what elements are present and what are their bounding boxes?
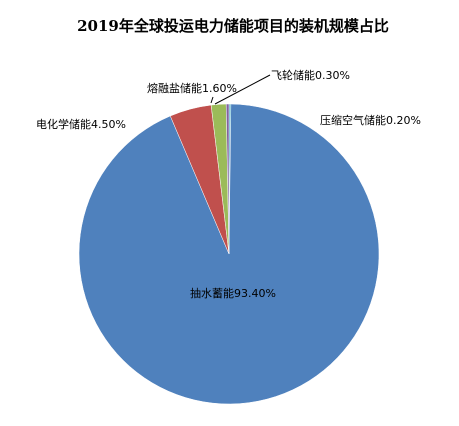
pie-slices <box>78 103 380 405</box>
slice-label-pumped-hydro: 抽水蓄能93.40% <box>190 286 276 300</box>
slice-label-electrochemical: 电化学储能4.50% <box>36 117 126 131</box>
slice-label-compressed-air: 压缩空气储能0.20% <box>320 113 421 127</box>
leader-lines <box>210 74 271 105</box>
leader-line-molten-salt <box>210 96 214 104</box>
slice-label-flywheel: 飞轮储能0.30% <box>271 68 350 82</box>
slice-labels: 压缩空气储能0.20% 抽水蓄能93.40% 电化学储能4.50% 熔融盐储能1.60… <box>36 68 421 300</box>
slice-label-molten-salt: 熔融盐储能1.60% <box>147 81 237 95</box>
chart-title: 2019年全球投运电力储能项目的装机规模占比 <box>77 17 389 35</box>
leader-line-flywheel <box>214 74 271 105</box>
slice-flywheel <box>225 103 230 255</box>
